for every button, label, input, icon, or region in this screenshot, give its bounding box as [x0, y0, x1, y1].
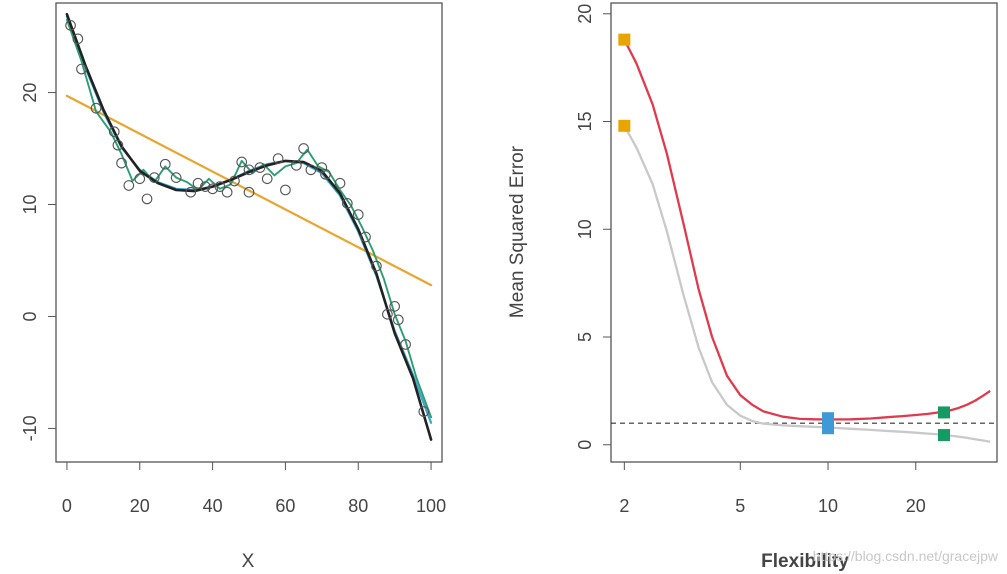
data-point: [185, 186, 197, 198]
test-mse-curve: [623, 39, 991, 421]
data-point: [352, 209, 364, 220]
data-point: [371, 260, 382, 272]
data-point: [392, 314, 404, 326]
right-mse-panel: 2 5 10 20 0 5 10 15 20 Mean Squared Error Flexib…: [507, 2, 999, 572]
data-point: [170, 172, 182, 183]
left-x-tick-label: 40: [203, 496, 223, 516]
data-point: [192, 177, 204, 189]
training-mse-curve: [623, 125, 991, 443]
linear-fit-line: [65, 94, 433, 287]
left-y-tick-label: 10: [20, 194, 40, 214]
data-point: [382, 308, 393, 320]
data-point: [123, 180, 135, 191]
mse-marker: [618, 119, 631, 132]
right-y-tick-label: 10: [575, 219, 595, 239]
data-point: [341, 198, 353, 209]
left-x-tick-label: 0: [62, 496, 72, 516]
data-point: [254, 162, 266, 173]
data-point: [199, 181, 211, 192]
data-point: [116, 157, 127, 169]
data-point: [272, 153, 284, 164]
mse-marker: [938, 429, 951, 442]
right-y-tick-label: 0: [575, 440, 595, 450]
watermark: https://blog.csdn.net/gracejpw: [813, 548, 999, 564]
data-point: [141, 193, 153, 205]
data-point: [290, 159, 302, 171]
data-point: [316, 162, 328, 173]
left-x-tick-label: 100: [416, 496, 446, 516]
true-function-line: [65, 12, 433, 441]
data-point: [214, 181, 226, 192]
data-point: [108, 126, 120, 138]
data-point: [148, 172, 160, 183]
data-point: [360, 231, 371, 243]
right-x-label: Flexibility: [761, 551, 849, 572]
data-point: [261, 173, 273, 185]
left-y-tick-label: 0: [20, 311, 40, 321]
data-point: [221, 186, 233, 198]
data-point: [72, 33, 84, 45]
data-point: [320, 168, 331, 180]
right-plot-frame: [610, 2, 998, 463]
data-point: [305, 164, 317, 176]
left-x-tick-label: 80: [348, 496, 368, 516]
smooth-spline-line: [65, 15, 433, 424]
right-y-tick-label: 20: [575, 4, 595, 24]
left-y-tick-label: 20: [20, 83, 40, 103]
right-y-tick-label: 5: [575, 332, 595, 342]
mse-marker: [822, 412, 835, 435]
data-point: [334, 177, 346, 189]
left-plot-frame: [55, 2, 443, 463]
data-point: [229, 175, 240, 187]
data-point: [112, 139, 124, 151]
left-y-tick-label: -10: [20, 415, 40, 441]
right-x-tick-label: 2: [619, 496, 629, 516]
data-point: [65, 20, 76, 31]
flexible-spline-line: [65, 18, 433, 419]
right-x-tick-label: 20: [906, 496, 926, 516]
data-point: [76, 63, 87, 75]
mse-marker: [938, 406, 951, 419]
data-point: [159, 158, 171, 170]
right-y-tick-label: 15: [575, 112, 595, 132]
mse-marker: [618, 33, 631, 46]
data-point: [243, 186, 255, 198]
data-point: [280, 184, 291, 196]
data-point: [236, 156, 248, 168]
data-point: [243, 164, 255, 176]
data-point: [418, 406, 430, 417]
data-point: [90, 102, 102, 114]
left-x-tick-label: 60: [275, 496, 295, 516]
data-point: [400, 339, 411, 350]
data-point: [134, 173, 146, 185]
left-scatter-panel: 0 20 40 60 80 100 -10 0 10 20 X: [20, 2, 446, 572]
right-y-label: Mean Squared Error: [507, 145, 528, 318]
right-x-tick-label: 10: [818, 496, 838, 516]
left-x-label: X: [242, 551, 255, 572]
left-x-tick-label: 20: [130, 496, 150, 516]
data-point: [207, 183, 218, 195]
data-point: [389, 301, 401, 312]
data-point: [298, 143, 309, 154]
right-x-tick-label: 5: [735, 496, 745, 516]
